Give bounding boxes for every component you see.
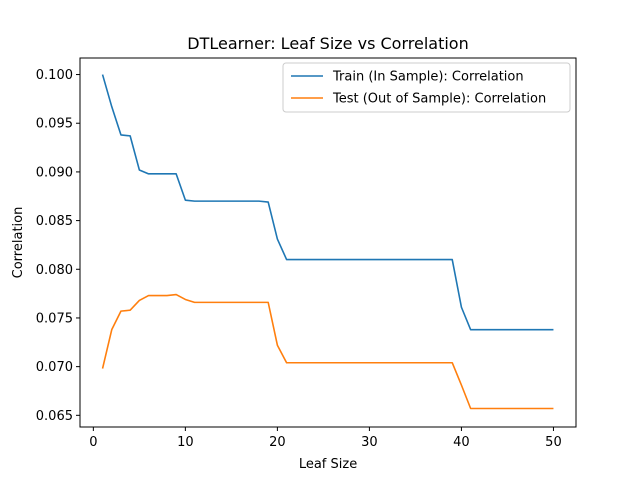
legend: Train (In Sample): Correlation Test (Out … (282, 62, 571, 113)
y-tick-label: 0.080 (36, 263, 73, 278)
y-tick-label: 0.065 (36, 409, 73, 424)
test-correlation-line (101, 293, 554, 410)
y-tick-label: 0.085 (36, 214, 73, 229)
y-tick-label: 0.075 (36, 311, 73, 326)
x-axis: 0 10 20 30 40 50 (89, 427, 562, 450)
y-tick-label: 0.070 (36, 360, 73, 375)
legend-label: Test (Out of Sample): Correlation (332, 92, 546, 107)
x-tick-label: 20 (269, 435, 286, 450)
y-axis-label: Correlation (11, 207, 26, 279)
series-lines (101, 74, 554, 410)
train-correlation-line (101, 74, 554, 331)
chart-title: DTLearner: Leaf Size vs Correlation (187, 34, 468, 53)
x-tick-label: 40 (453, 435, 470, 450)
y-axis: 0.065 0.070 0.075 0.080 0.085 0.090 0.095 0.100 (36, 68, 80, 424)
x-tick-label: 0 (89, 435, 97, 450)
y-tick-label: 0.100 (36, 68, 73, 83)
legend-label: Train (In Sample): Correlation (332, 70, 524, 85)
y-tick-label: 0.090 (36, 165, 73, 180)
x-tick-label: 30 (361, 435, 378, 450)
x-axis-label: Leaf Size (299, 457, 357, 472)
x-tick-label: 10 (177, 435, 194, 450)
x-tick-label: 50 (545, 435, 562, 450)
plot-area (79, 57, 577, 428)
y-tick-label: 0.095 (36, 117, 73, 132)
legend-box (282, 62, 571, 113)
